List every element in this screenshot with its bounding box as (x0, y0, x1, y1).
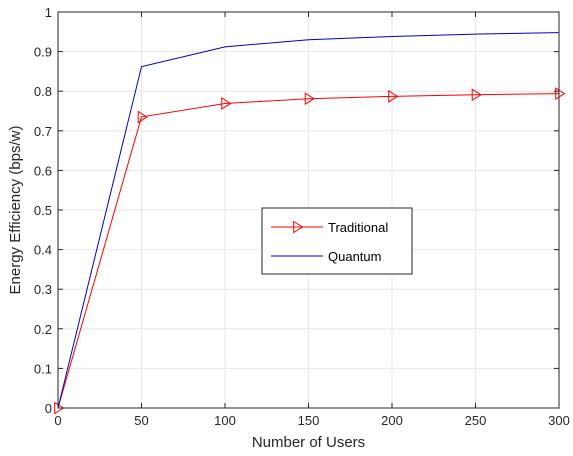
x-axis-label: Number of Users (252, 434, 365, 451)
x-tick-label: 150 (298, 413, 320, 428)
y-tick-label: 0.2 (34, 322, 52, 337)
x-tick-label: 300 (548, 413, 570, 428)
y-tick-label: 0.5 (34, 203, 52, 218)
y-tick-label: 0 (45, 401, 52, 416)
y-tick-label: 0.3 (34, 282, 52, 297)
legend-label-traditional: Traditional (328, 220, 388, 235)
x-tick-label: 100 (214, 413, 236, 428)
y-tick-label: 0.4 (34, 243, 52, 258)
y-tick-label: 0.9 (34, 45, 52, 60)
legend-box (262, 208, 412, 274)
y-axis-label: Energy Efficiency (bps/w) (7, 126, 24, 295)
y-tick-label: 0.1 (34, 361, 52, 376)
y-tick-label: 0.7 (34, 124, 52, 139)
x-tick-label: 50 (134, 413, 148, 428)
y-tick-label: 0.6 (34, 163, 52, 178)
x-tick-label: 250 (465, 413, 487, 428)
y-tick-label: 1 (45, 5, 52, 20)
legend: Traditional Quantum (262, 208, 412, 274)
legend-label-quantum: Quantum (328, 249, 381, 264)
y-tick-label: 0.8 (34, 84, 52, 99)
x-tick-label: 0 (54, 413, 61, 428)
x-tick-label: 200 (381, 413, 403, 428)
